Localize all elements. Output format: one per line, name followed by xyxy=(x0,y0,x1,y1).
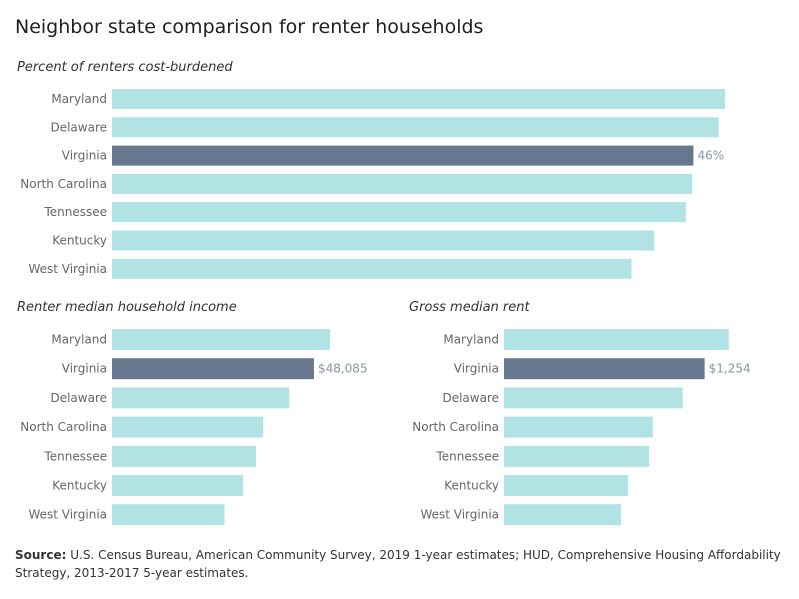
bar-virginia xyxy=(112,145,694,166)
bar-west-virginia xyxy=(112,504,225,526)
category-label-tennessee: Tennessee xyxy=(43,449,107,463)
bar-west-virginia xyxy=(112,258,632,279)
bar-west-virginia xyxy=(504,504,622,526)
category-label-kentucky: Kentucky xyxy=(444,479,499,493)
median-rent-chart: Maryland Virginia $1,254 Delaware North Caro… xyxy=(412,329,751,526)
source-text: U.S. Census Bureau, American Community S… xyxy=(15,548,781,580)
category-label-west-virginia: West Virginia xyxy=(420,508,499,522)
category-label-west-virginia: West Virginia xyxy=(28,508,107,522)
bar-virginia xyxy=(112,358,314,380)
page-title: Neighbor state comparison for renter hou… xyxy=(15,16,484,38)
cost-burdened-chart: Maryland Delaware Virginia 46% North Carolin… xyxy=(20,89,726,279)
category-label-maryland: Maryland xyxy=(51,92,107,106)
bar-kentucky xyxy=(112,230,655,251)
category-label-north-carolina: North Carolina xyxy=(20,420,107,434)
category-label-maryland: Maryland xyxy=(443,333,499,347)
bar-virginia xyxy=(504,358,705,380)
bar-delaware xyxy=(112,387,290,409)
bar-maryland xyxy=(112,329,330,350)
bar-north-carolina xyxy=(112,173,693,194)
category-label-delaware: Delaware xyxy=(442,391,499,405)
bar-tennessee xyxy=(504,445,650,467)
category-label-north-carolina: North Carolina xyxy=(412,420,499,434)
bar-kentucky xyxy=(112,475,244,496)
category-label-virginia: Virginia xyxy=(62,362,107,376)
category-label-delaware: Delaware xyxy=(50,391,107,405)
category-label-maryland: Maryland xyxy=(51,333,107,347)
renter-income-chart: Maryland Virginia $48,085 Delaware North Car… xyxy=(20,329,368,526)
bar-kentucky xyxy=(504,475,629,496)
chart-2-title: Renter median household income xyxy=(17,300,237,315)
category-label-kentucky: Kentucky xyxy=(52,234,107,248)
bar-delaware xyxy=(504,387,683,409)
category-label-tennessee: Tennessee xyxy=(43,205,107,219)
source-label: Source: xyxy=(15,548,67,562)
category-label-north-carolina: North Carolina xyxy=(20,177,107,191)
source-note: Source: U.S. Census Bureau, American Com… xyxy=(15,546,785,582)
chart-3-title: Gross median rent xyxy=(409,300,530,315)
category-label-tennessee: Tennessee xyxy=(435,449,499,463)
chart-1-title: Percent of renters cost-burdened xyxy=(17,60,233,75)
value-label-virginia: $1,254 xyxy=(709,362,751,376)
category-label-west-virginia: West Virginia xyxy=(28,262,107,276)
value-label-virginia: 46% xyxy=(697,149,724,163)
category-label-kentucky: Kentucky xyxy=(52,479,107,493)
category-label-virginia: Virginia xyxy=(454,362,499,376)
bar-maryland xyxy=(504,329,729,350)
category-label-virginia: Virginia xyxy=(62,149,107,163)
bar-delaware xyxy=(112,117,719,138)
bar-north-carolina xyxy=(504,416,653,438)
bar-north-carolina xyxy=(112,416,264,438)
bar-tennessee xyxy=(112,445,257,467)
category-label-delaware: Delaware xyxy=(50,120,107,134)
bar-tennessee xyxy=(112,202,686,223)
bar-maryland xyxy=(112,89,726,109)
value-label-virginia: $48,085 xyxy=(318,362,368,376)
